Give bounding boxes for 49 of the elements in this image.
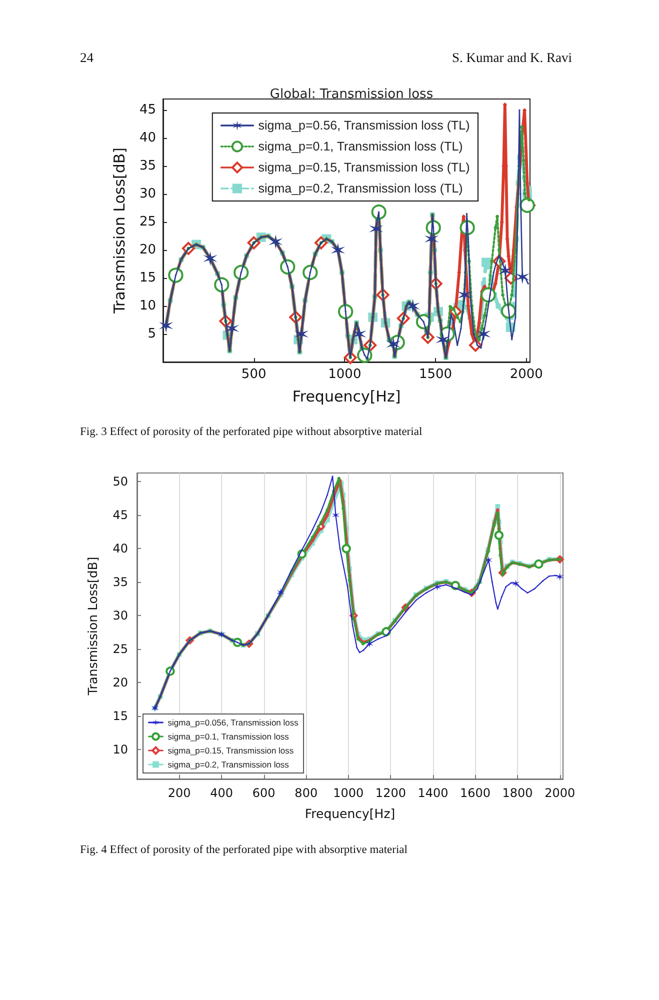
x-tick-label: 1000: [328, 367, 362, 382]
y-tick-label: 40: [112, 542, 128, 556]
x-axis-title: Frequency[Hz]: [304, 806, 396, 821]
x-tick-label: 400: [210, 786, 234, 800]
x-tick-label: 2000: [544, 786, 576, 800]
y-tick-label: 35: [139, 158, 156, 174]
x-tick-label: 800: [294, 786, 318, 800]
x-tick-label: 1400: [418, 786, 448, 800]
x-tick-label: 1800: [502, 786, 533, 800]
y-tick-label: 35: [112, 575, 128, 590]
legend-label: sigma_p=0.1, Transmission loss (TL): [258, 140, 463, 154]
y-tick-label: 25: [139, 214, 156, 230]
y-tick-label: 15: [112, 709, 128, 724]
y-tick-label: 45: [112, 508, 128, 522]
y-axis-title: Transmission Loss[dB]: [110, 147, 128, 315]
text: 24: [80, 50, 94, 66]
x-tick-label: 1500: [418, 367, 452, 382]
y-tick-label: 50: [112, 474, 128, 489]
legend-label: sigma_p=0.1, Transmission loss: [168, 732, 289, 742]
chart-title: Global: Transmission loss: [270, 87, 434, 102]
y-tick-label: 20: [112, 676, 128, 690]
y-tick-label: 45: [139, 102, 156, 118]
y-tick-label: 25: [112, 642, 128, 656]
legend-label: sigma_p=0.2, Transmission loss (TL): [258, 182, 463, 196]
text: S. Kumar and K. Ravi: [452, 50, 572, 66]
x-tick-label: 1600: [460, 786, 491, 800]
y-tick-label: 5: [148, 326, 156, 342]
y-tick-label: 20: [139, 242, 156, 258]
legend-label: sigma_p=0.56, Transmission loss (TL): [258, 118, 470, 132]
legend-label: sigma_p=0.056, Transmission loss: [168, 718, 298, 728]
x-tick-label: 1000: [333, 786, 364, 800]
x-tick-label: 600: [252, 786, 276, 800]
x-tick-label: 2000: [510, 367, 543, 382]
caption: Fig. 4 Effect of porosity of the perforated pipe with absorptive material: [80, 844, 408, 858]
y-tick-label: 40: [139, 130, 156, 146]
x-tick-label: 500: [241, 367, 266, 382]
y-tick-label: 30: [112, 608, 128, 623]
legend-label: sigma_p=0.2, Transmission loss: [168, 760, 289, 770]
x-axis-title: Frequency[Hz]: [292, 388, 401, 406]
y-tick-label: 30: [139, 186, 156, 202]
x-tick-label: 200: [168, 786, 191, 800]
y-tick-label: 10: [139, 298, 156, 314]
legend-label: sigma_p=0.15, Transmission loss: [168, 746, 294, 756]
y-tick-label: 15: [139, 270, 156, 286]
legend-label: sigma_p=0.15, Transmission loss (TL): [258, 160, 470, 174]
caption: Fig. 3 Effect of porosity of the perforated pipe without absorptive material: [80, 426, 422, 440]
y-tick-label: 10: [112, 742, 128, 757]
y-axis-title: Transmission Loss[dB]: [85, 556, 100, 696]
x-tick-label: 1200: [375, 786, 406, 800]
